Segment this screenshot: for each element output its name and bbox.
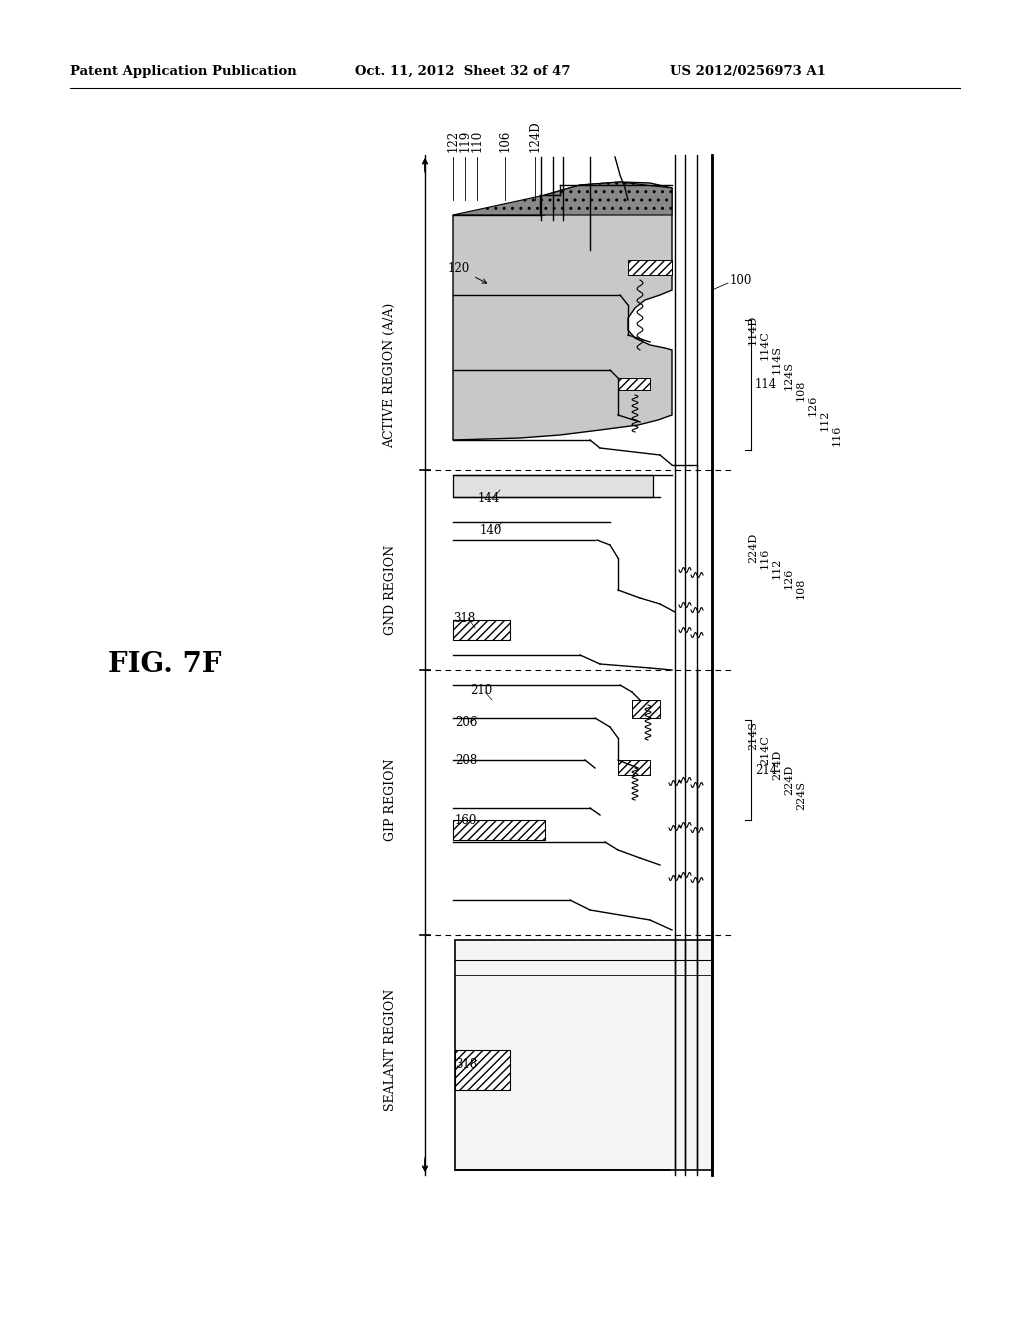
Text: 124S: 124S — [784, 360, 794, 389]
Text: 224S: 224S — [796, 780, 806, 809]
Text: 318: 318 — [453, 611, 475, 624]
Text: GIP REGION: GIP REGION — [384, 759, 396, 841]
Text: 114: 114 — [755, 379, 777, 392]
Text: 114C: 114C — [760, 330, 770, 360]
Text: Oct. 11, 2012  Sheet 32 of 47: Oct. 11, 2012 Sheet 32 of 47 — [355, 65, 570, 78]
Polygon shape — [455, 1049, 510, 1090]
Text: 100: 100 — [730, 273, 753, 286]
Polygon shape — [618, 378, 650, 389]
Text: 214C: 214C — [760, 735, 770, 764]
Text: 214S: 214S — [748, 721, 758, 750]
Text: 120: 120 — [449, 261, 486, 284]
Text: 210: 210 — [470, 684, 493, 697]
Text: 208: 208 — [455, 754, 477, 767]
Text: 122: 122 — [446, 129, 460, 152]
Text: 112: 112 — [772, 557, 782, 578]
Text: 114S: 114S — [772, 346, 782, 375]
Text: 318: 318 — [455, 1059, 477, 1072]
Text: 206: 206 — [455, 715, 477, 729]
Polygon shape — [453, 620, 510, 640]
Text: 114D: 114D — [748, 315, 758, 345]
Text: 108: 108 — [796, 379, 806, 401]
Text: ACTIVE REGION (A/A): ACTIVE REGION (A/A) — [384, 302, 396, 447]
Text: 110: 110 — [470, 129, 483, 152]
Text: 144: 144 — [478, 491, 501, 504]
Text: 116: 116 — [760, 548, 770, 569]
Text: 108: 108 — [796, 577, 806, 599]
Text: 160: 160 — [455, 813, 477, 826]
Polygon shape — [632, 700, 660, 718]
Text: 126: 126 — [784, 568, 794, 589]
Text: 106: 106 — [499, 129, 512, 152]
Text: Patent Application Publication: Patent Application Publication — [70, 65, 297, 78]
Text: 214D: 214D — [772, 750, 782, 780]
Polygon shape — [628, 260, 672, 275]
Text: 224D: 224D — [748, 533, 758, 564]
Bar — [455, 940, 712, 1170]
Polygon shape — [618, 760, 650, 775]
Text: 126: 126 — [808, 395, 818, 416]
Polygon shape — [453, 820, 545, 840]
Text: US 2012/0256973 A1: US 2012/0256973 A1 — [670, 65, 826, 78]
Text: FIG. 7F: FIG. 7F — [109, 652, 222, 678]
Text: 119: 119 — [459, 129, 471, 152]
Text: GND REGION: GND REGION — [384, 545, 396, 635]
Polygon shape — [453, 182, 672, 440]
Text: SEALANT REGION: SEALANT REGION — [384, 989, 396, 1111]
Text: 116: 116 — [831, 424, 842, 446]
Text: 124D: 124D — [528, 120, 542, 152]
Polygon shape — [453, 182, 672, 215]
Text: 140: 140 — [480, 524, 503, 536]
Text: 214: 214 — [755, 763, 777, 776]
Text: 112: 112 — [820, 409, 830, 430]
Bar — [453, 475, 653, 498]
Text: 224D: 224D — [784, 764, 794, 795]
